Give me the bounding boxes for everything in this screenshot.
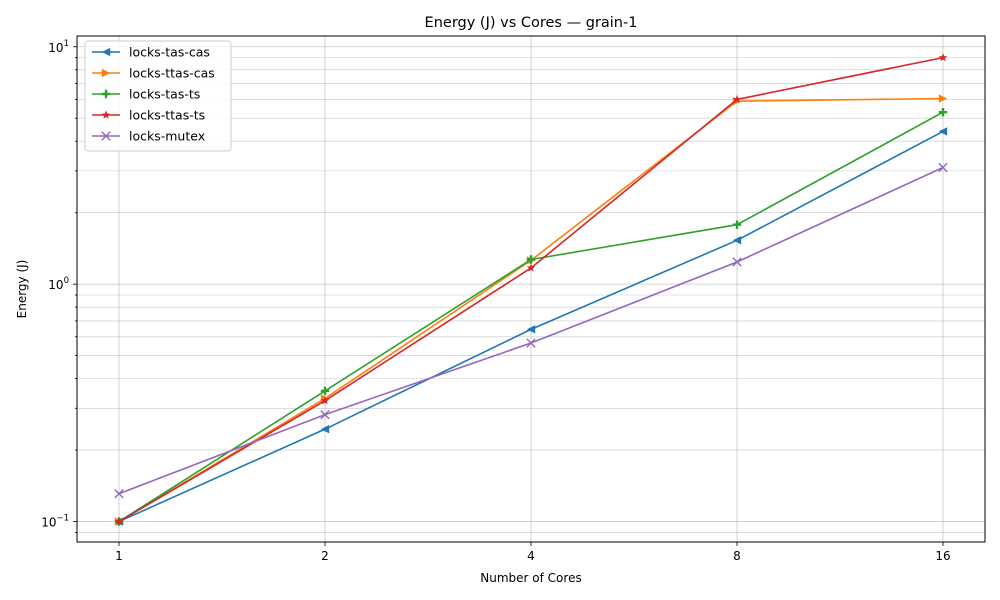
grid-lines	[77, 36, 985, 542]
data-point-locks-mutex	[526, 338, 536, 348]
data-point-locks-tas-cas	[732, 236, 742, 245]
y-tick-label: 101	[48, 39, 69, 55]
legend-frame	[84, 40, 232, 152]
data-point-locks-mutex	[732, 257, 742, 267]
data-point-locks-tas-ts	[732, 220, 742, 229]
data-point-locks-tas-ts	[938, 108, 948, 117]
data-point-locks-mutex	[938, 162, 948, 173]
y-tick-label: 100	[48, 276, 69, 292]
x-tick-label: 2	[321, 549, 329, 563]
legend-item-locks-tas-cas: locks-tas-cas	[92, 45, 210, 60]
data-point-locks-tas-ts	[320, 386, 330, 396]
data-point-locks-mutex	[114, 489, 124, 499]
legend-item-locks-mutex: locks-mutex	[92, 129, 205, 144]
data-point-locks-mutex	[320, 409, 330, 420]
y-axis-ticks: 10−1 100 101	[41, 39, 77, 533]
legend-marker	[101, 68, 111, 78]
x-tick-label: 1	[115, 549, 123, 563]
series-layer	[114, 53, 948, 526]
data-point-locks-ttas-ts	[732, 94, 742, 104]
data-point-locks-tas-cas	[526, 325, 536, 334]
legend-marker	[101, 131, 111, 141]
legend-label: locks-ttas-ts	[129, 108, 205, 123]
x-tick-label: 8	[733, 549, 741, 563]
x-tick-label: 4	[527, 549, 535, 563]
series-locks-mutex	[114, 162, 948, 499]
data-point-locks-ttas-ts	[114, 516, 124, 526]
legend: locks-tas-cas locks-ttas-cas locks-tas-ts l…	[84, 40, 232, 152]
series-locks-tas-ts	[114, 108, 948, 526]
legend-item-locks-ttas-ts: locks-ttas-ts	[92, 108, 205, 123]
legend-label: locks-ttas-cas	[129, 66, 215, 81]
x-axis-ticks: 1 2 4 8 16	[115, 542, 951, 563]
legend-label: locks-mutex	[129, 129, 205, 144]
x-axis-label: Number of Cores	[480, 571, 581, 585]
legend-item-locks-ttas-cas: locks-ttas-cas	[92, 66, 215, 81]
legend-label: locks-tas-ts	[129, 87, 200, 102]
data-point-locks-ttas-ts	[320, 396, 330, 405]
y-axis-label: Energy (J)	[15, 260, 29, 319]
legend-marker	[101, 110, 111, 119]
legend-marker	[101, 47, 111, 57]
data-point-locks-tas-cas	[938, 127, 948, 136]
y-tick-label: 10−1	[41, 514, 69, 530]
data-point-locks-ttas-cas	[938, 94, 948, 103]
chart-title: Energy (J) vs Cores — grain-1	[425, 15, 638, 31]
data-point-locks-tas-cas	[320, 424, 330, 434]
x-tick-label: 16	[935, 549, 950, 563]
legend-item-locks-tas-ts: locks-tas-ts	[92, 87, 200, 102]
data-point-locks-ttas-ts	[526, 263, 536, 272]
legend-marker	[101, 89, 111, 99]
legend-label: locks-tas-cas	[129, 45, 210, 60]
data-point-locks-ttas-ts	[938, 53, 948, 62]
data-point-locks-tas-ts	[526, 255, 536, 264]
